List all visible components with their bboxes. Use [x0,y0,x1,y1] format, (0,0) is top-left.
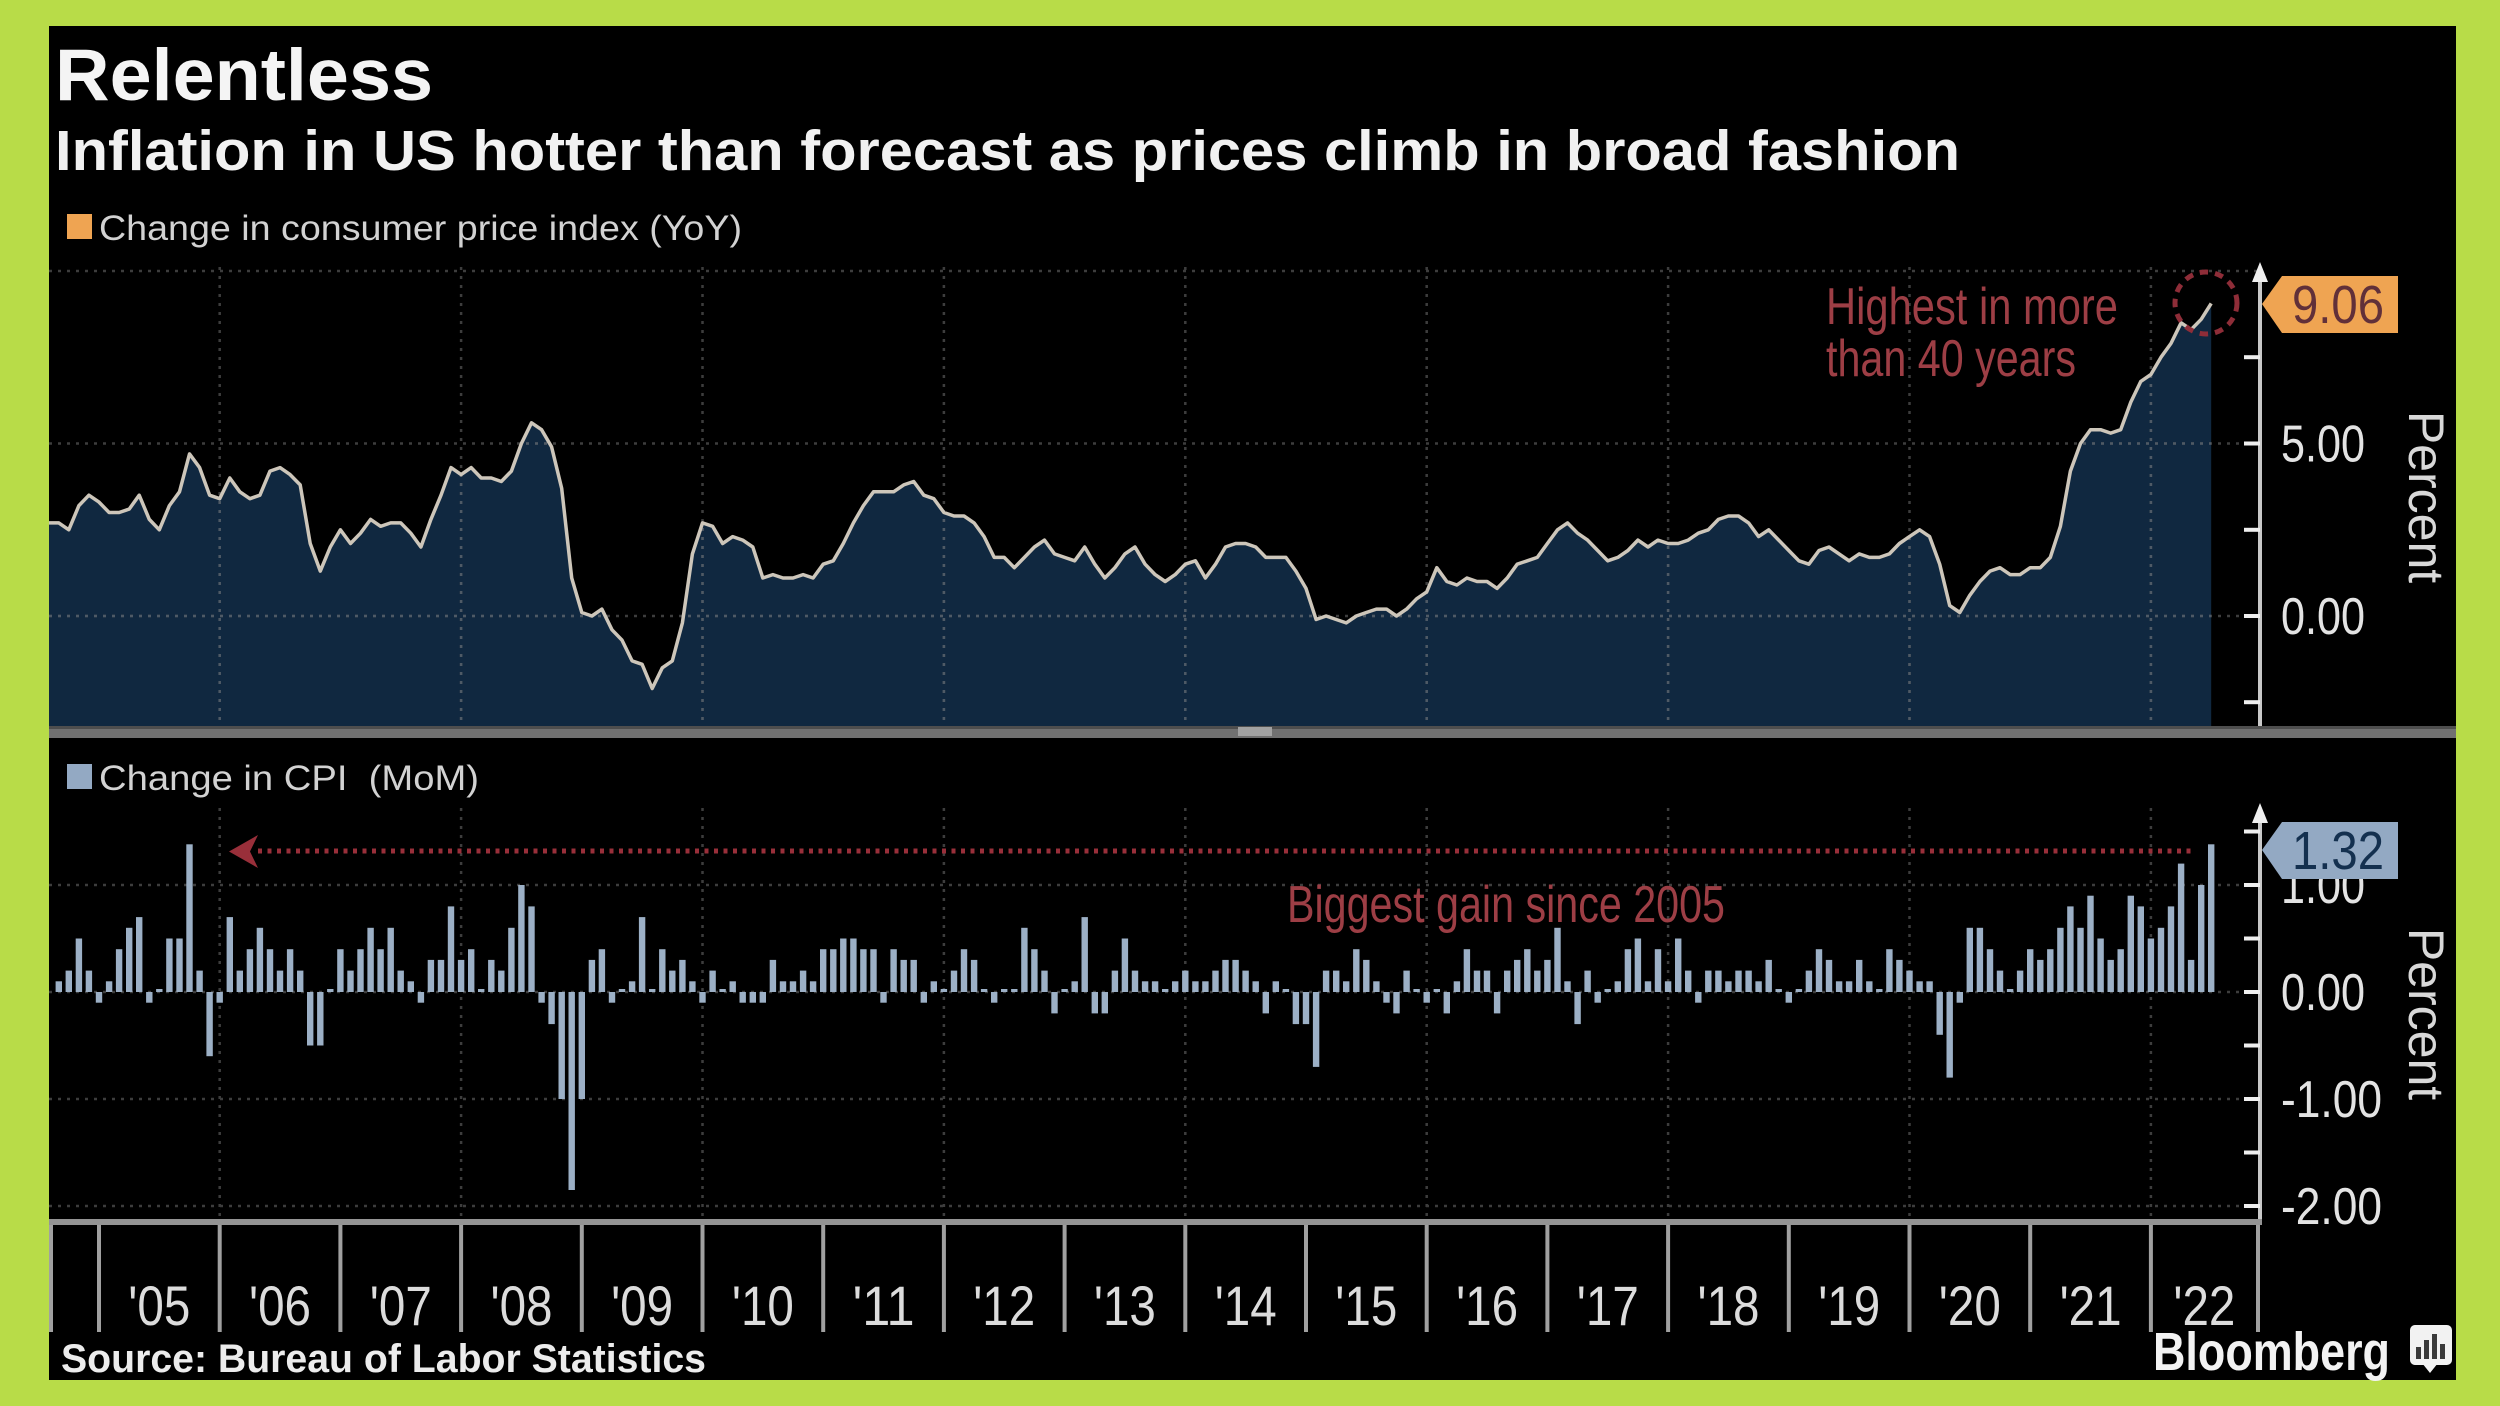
svg-text:'17: '17 [1577,1274,1639,1337]
svg-text:Percent: Percent [2398,411,2454,583]
svg-text:1.32: 1.32 [2292,821,2384,881]
svg-text:-1.00: -1.00 [2281,1071,2382,1129]
svg-text:'06: '06 [249,1274,311,1337]
svg-text:Change in consumer price index: Change in consumer price index (YoY) [99,209,742,248]
svg-text:-2.00: -2.00 [2281,1178,2382,1236]
svg-text:'14: '14 [1215,1274,1277,1337]
svg-text:5.00: 5.00 [2281,416,2365,474]
svg-text:'12: '12 [973,1274,1035,1337]
svg-text:Relentless: Relentless [55,35,433,116]
svg-text:Percent: Percent [2398,928,2454,1100]
svg-text:'07: '07 [370,1274,432,1337]
svg-text:than 40 years: than 40 years [1826,330,2076,388]
svg-text:'16: '16 [1456,1274,1518,1337]
svg-text:Bloomberg: Bloomberg [2153,1322,2390,1382]
svg-text:'10: '10 [732,1274,794,1337]
svg-text:'22: '22 [2173,1274,2235,1337]
svg-text:'21: '21 [2060,1274,2122,1337]
svg-text:'11: '11 [853,1274,915,1337]
svg-text:Inflation in US hotter than fo: Inflation in US hotter than forecast as … [55,119,1960,183]
svg-text:9.06: 9.06 [2292,275,2384,335]
svg-text:'19: '19 [1818,1274,1880,1337]
svg-text:Highest in more: Highest in more [1826,278,2118,336]
svg-text:Source: Bureau of Labor Statis: Source: Bureau of Labor Statistics [61,1337,706,1381]
svg-text:0.00: 0.00 [2281,964,2365,1022]
svg-text:'13: '13 [1094,1274,1156,1337]
svg-text:Change in CPI (MoM): Change in CPI (MoM) [99,759,479,798]
svg-text:Biggest gain since 2005: Biggest gain since 2005 [1287,876,1725,934]
svg-text:'05: '05 [128,1274,190,1337]
svg-text:'09: '09 [611,1274,673,1337]
svg-text:'20: '20 [1939,1274,2001,1337]
svg-text:'08: '08 [491,1274,553,1337]
svg-text:'18: '18 [1698,1274,1760,1337]
svg-text:'15: '15 [1335,1274,1397,1337]
svg-text:0.00: 0.00 [2281,588,2365,646]
